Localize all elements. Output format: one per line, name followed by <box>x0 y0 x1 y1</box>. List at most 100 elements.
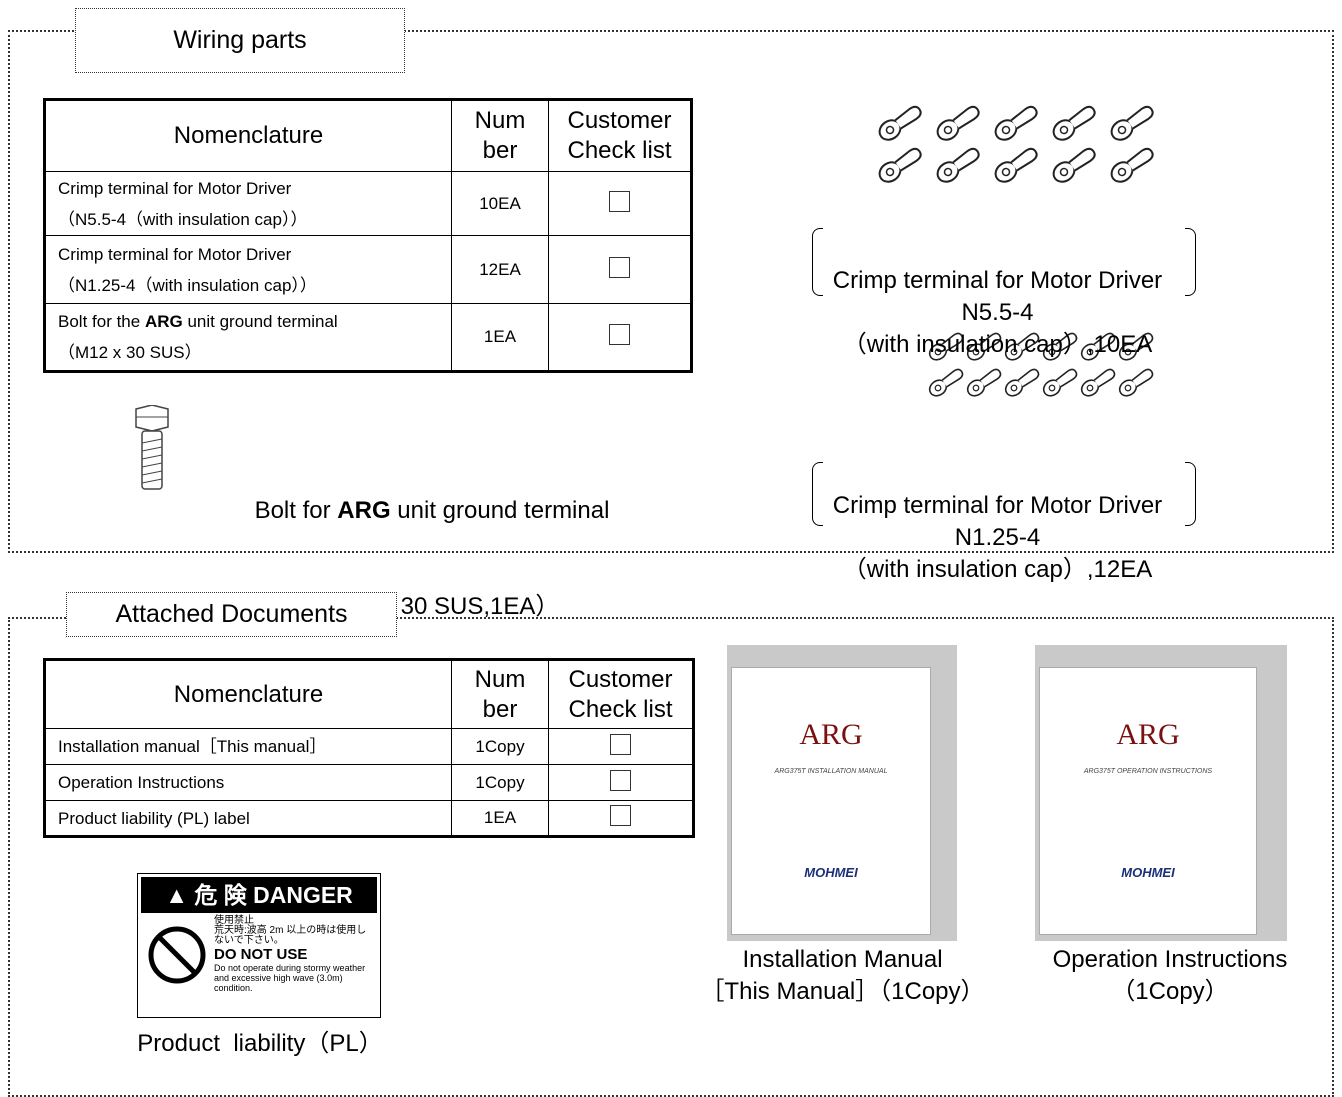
check-cell <box>548 764 694 801</box>
element: Product liability (PL) label 1EA <box>44 800 694 837</box>
number-cell: 1EA <box>451 303 549 372</box>
text: Crimp terminal for Motor Driver <box>58 244 292 264</box>
text: Crimp terminal for Motor Driver <box>832 492 1163 519</box>
text: Operation Instructions <box>1052 946 1288 973</box>
text: Check list <box>567 137 672 164</box>
crimp-terminal <box>1110 147 1154 183</box>
crimp-terminal <box>1042 332 1078 361</box>
element: Operation Instructions 1Copy <box>44 764 694 801</box>
text: （N5.5-4（with insulation cap）） <box>58 209 308 229</box>
text: Num <box>474 107 526 134</box>
element <box>135 405 169 432</box>
crimp-terminal <box>1080 332 1116 361</box>
element <box>157 935 197 975</box>
header-cell: Customer Check list <box>548 99 692 172</box>
check-cell <box>548 171 692 236</box>
text: MOHMEI <box>804 865 858 880</box>
bolt-illustration <box>135 405 169 490</box>
text: Customer <box>567 107 672 134</box>
element <box>148 926 206 984</box>
checkbox[interactable] <box>610 805 631 826</box>
bracket <box>812 462 823 526</box>
pl-label: ▲ 危 険 DANGER 使用禁止 荒天時:波高 2m 以上の時は使用しないで下… <box>137 873 381 1018</box>
checkbox[interactable] <box>610 733 631 755</box>
section-title: Attached Documents <box>66 592 397 637</box>
parts-table: Nomenclature Num ber Customer Check list C… <box>43 98 693 373</box>
crimp-terminal <box>1118 368 1154 397</box>
checkbox[interactable] <box>609 190 630 212</box>
text: （with insulation cap）,12EA <box>842 556 1153 583</box>
crimp-terminal <box>1004 368 1040 397</box>
element: Nomenclature Num ber Customer Check list <box>44 99 692 172</box>
element: Crimp terminal for Motor Driver （N1.25-4（… <box>44 235 692 304</box>
text: ARG375T INSTALLATION MANUAL <box>774 768 888 775</box>
text: Num <box>474 665 526 693</box>
text: unit ground terminal <box>390 497 610 524</box>
manual-cover: ARG ARG375T INSTALLATION MANUAL MOHMEI <box>727 645 957 941</box>
text: （N1.25-4（with insulation cap）） <box>58 275 317 295</box>
crimp-terminal <box>994 147 1038 183</box>
checkbox[interactable] <box>609 256 630 278</box>
bolt-caption: Bolt for ARG unit ground terminal （M12 x… <box>212 431 652 655</box>
element: Bolt for the ARG unit ground terminal （M1… <box>44 303 692 372</box>
bracket <box>812 228 823 296</box>
element <box>141 438 163 484</box>
text: 危 険 DANGER <box>194 882 353 908</box>
element: Nomenclature Num ber Customer Check list I… <box>44 659 694 837</box>
crimp-terminal <box>1042 368 1078 397</box>
name-cell: Crimp terminal for Motor Driver （N5.5-4（w… <box>44 171 452 236</box>
element <box>141 478 163 484</box>
manual-page: ARG ARG375T INSTALLATION MANUAL MOHMEI <box>731 667 931 935</box>
header-cell: Nomenclature <box>44 99 452 172</box>
number-cell: 1Copy <box>451 764 549 801</box>
text: ARG <box>337 497 391 524</box>
bracket <box>1185 228 1196 296</box>
element: Crimp terminal for Motor Driver （N5.5-4（w… <box>44 171 692 236</box>
manual-caption: Installation Manual ［This Manual］（1Copy） <box>690 944 995 1008</box>
section-title: Wiring parts <box>75 8 405 73</box>
text: ARG375T OPERATION INSTRUCTIONS <box>1083 768 1213 775</box>
text: Bolt for the <box>58 312 145 331</box>
crimp-terminal <box>936 105 980 141</box>
crimp-terminal <box>1118 332 1154 361</box>
name-cell: Product liability (PL) label <box>44 800 452 837</box>
element <box>141 438 163 444</box>
manual-caption: Operation Instructions （1Copy） <box>1020 944 1320 1008</box>
header-cell: Nomenclature <box>44 659 452 729</box>
text: unit ground terminal <box>182 312 338 331</box>
crimp-terminal <box>936 147 980 183</box>
element: Nomenclature Num ber Customer Check list C… <box>44 99 692 372</box>
crimp-illustrations <box>878 105 1154 397</box>
text: N5.5-4 <box>961 299 1034 326</box>
bracket <box>1185 462 1196 526</box>
text: ber <box>482 695 518 723</box>
element: Nomenclature Num ber Customer Check list <box>44 659 694 729</box>
crimp-terminal <box>994 105 1038 141</box>
crimp-terminal <box>1110 105 1154 141</box>
number-cell: 1Copy <box>451 728 549 765</box>
text: ARG <box>144 312 183 331</box>
crimp-caption: Crimp terminal for Motor Driver N5.5-4 （wi… <box>780 201 1215 393</box>
documents-table: Nomenclature Num ber Customer Check list I… <box>43 658 695 838</box>
text: （with insulation cap）,10EA <box>842 331 1153 358</box>
name-cell: Crimp terminal for Motor Driver （N1.25-4（… <box>44 235 452 304</box>
text: Installation Manual <box>742 946 943 973</box>
text: Do not operate during stormy weather and… <box>214 963 366 993</box>
name-cell: Bolt for the ARG unit ground terminal （M1… <box>44 303 452 372</box>
text: ARG <box>799 718 863 751</box>
text: N1.25-4 <box>954 524 1041 551</box>
number-cell: 1EA <box>451 800 549 837</box>
manual-cover: ARG ARG375T OPERATION INSTRUCTIONS MOHME… <box>1035 645 1287 941</box>
text: Customer <box>568 665 673 693</box>
manual-page: ARG ARG375T OPERATION INSTRUCTIONS MOHME… <box>1039 667 1257 935</box>
crimp-caption: Crimp terminal for Motor Driver N1.25-4 （w… <box>780 426 1215 618</box>
checkbox[interactable] <box>609 324 630 345</box>
check-cell <box>548 728 694 765</box>
crimp-terminal <box>1052 147 1096 183</box>
text: （1Copy） <box>1111 978 1229 1005</box>
crimp-terminal <box>1004 332 1040 361</box>
element <box>141 446 163 452</box>
crimp-terminal <box>878 147 922 183</box>
checkbox[interactable] <box>610 769 631 791</box>
name-cell: Operation Instructions <box>44 764 452 801</box>
